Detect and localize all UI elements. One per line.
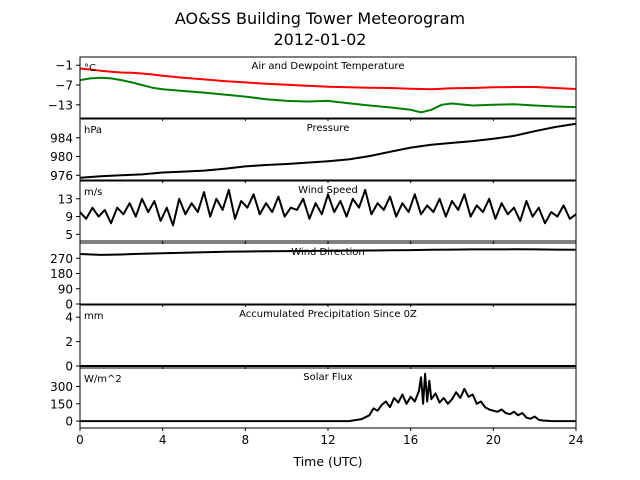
panel-3: 5 9 13 Wind Speed m/s — [58, 180, 577, 244]
x-tick-label: 16 — [403, 433, 418, 447]
y-tick-label: 0 — [65, 360, 73, 374]
x-tick-label: 8 — [242, 433, 250, 447]
series-line-6-1 — [80, 372, 576, 423]
y-tick-label: 980 — [50, 150, 73, 164]
panels: −1 −7 −13 Air and Dewpoint Temperature °C 976… — [48, 56, 577, 431]
panel-title: Accumulated Precipitation Since 0Z — [239, 309, 417, 320]
panel-2: 976 980 984 Pressure hPa — [50, 118, 577, 183]
x-tick-label: 24 — [568, 433, 583, 447]
panel-title: Wind Speed — [298, 185, 358, 196]
y-tick-label: 270 — [50, 252, 73, 266]
x-axis-label: Time (UTC) — [292, 454, 362, 469]
panel-title: Pressure — [307, 123, 350, 134]
x-tick-label: 20 — [486, 433, 501, 447]
panel-unit: hPa — [84, 125, 102, 136]
series-line-2-1 — [79, 122, 577, 179]
panel-title: Air and Dewpoint Temperature — [252, 61, 405, 72]
panel-unit: W/m^2 — [84, 374, 122, 385]
y-tick-label: 0 — [65, 298, 73, 312]
panel-unit: m/s — [84, 187, 102, 198]
x-tick-label: 0 — [76, 433, 84, 447]
series-line-1-1 — [79, 67, 577, 91]
x-axis: 0 4 8 12 16 20 24 — [76, 433, 583, 447]
series-line-4-1 — [79, 248, 577, 256]
panel-1: −1 −7 −13 Air and Dewpoint Temperature °C — [48, 56, 577, 121]
panel-unit: mm — [84, 311, 103, 322]
y-tick-label: 150 — [50, 397, 73, 411]
y-tick-label: −13 — [48, 98, 73, 112]
x-tick-label: 4 — [159, 433, 167, 447]
y-tick-label: −7 — [55, 79, 73, 93]
panel-title: Solar Flux — [303, 372, 353, 383]
y-tick-label: 984 — [50, 131, 73, 145]
y-tick-label: 9 — [65, 210, 73, 224]
panel-title: Wind Direction — [291, 247, 365, 258]
y-tick-label: 300 — [50, 380, 73, 394]
series-line-3-1 — [79, 188, 577, 227]
y-tick-label: −1 — [55, 59, 73, 73]
figure-subtitle: 2012-01-02 — [274, 30, 367, 49]
panel-6: 0 150 300 Solar Flux W/m^2 — [50, 367, 577, 431]
y-tick-label: 90 — [58, 282, 73, 296]
panel-5: 0 2 4 Accumulated Precipitation Since 0Z mm — [65, 304, 577, 374]
panel-unit: °C — [84, 63, 96, 74]
figure-title: AO&SS Building Tower Meteorogram — [175, 9, 465, 28]
y-tick-label: 180 — [50, 267, 73, 281]
y-tick-label: 0 — [65, 415, 73, 429]
y-tick-label: 5 — [65, 228, 73, 242]
y-tick-label: 4 — [65, 311, 73, 325]
y-tick-label: 13 — [58, 192, 73, 206]
x-tick-label: 12 — [320, 433, 335, 447]
y-tick-label: 976 — [50, 169, 73, 183]
series-line-1-2 — [79, 76, 577, 114]
y-tick-label: 2 — [65, 335, 73, 349]
